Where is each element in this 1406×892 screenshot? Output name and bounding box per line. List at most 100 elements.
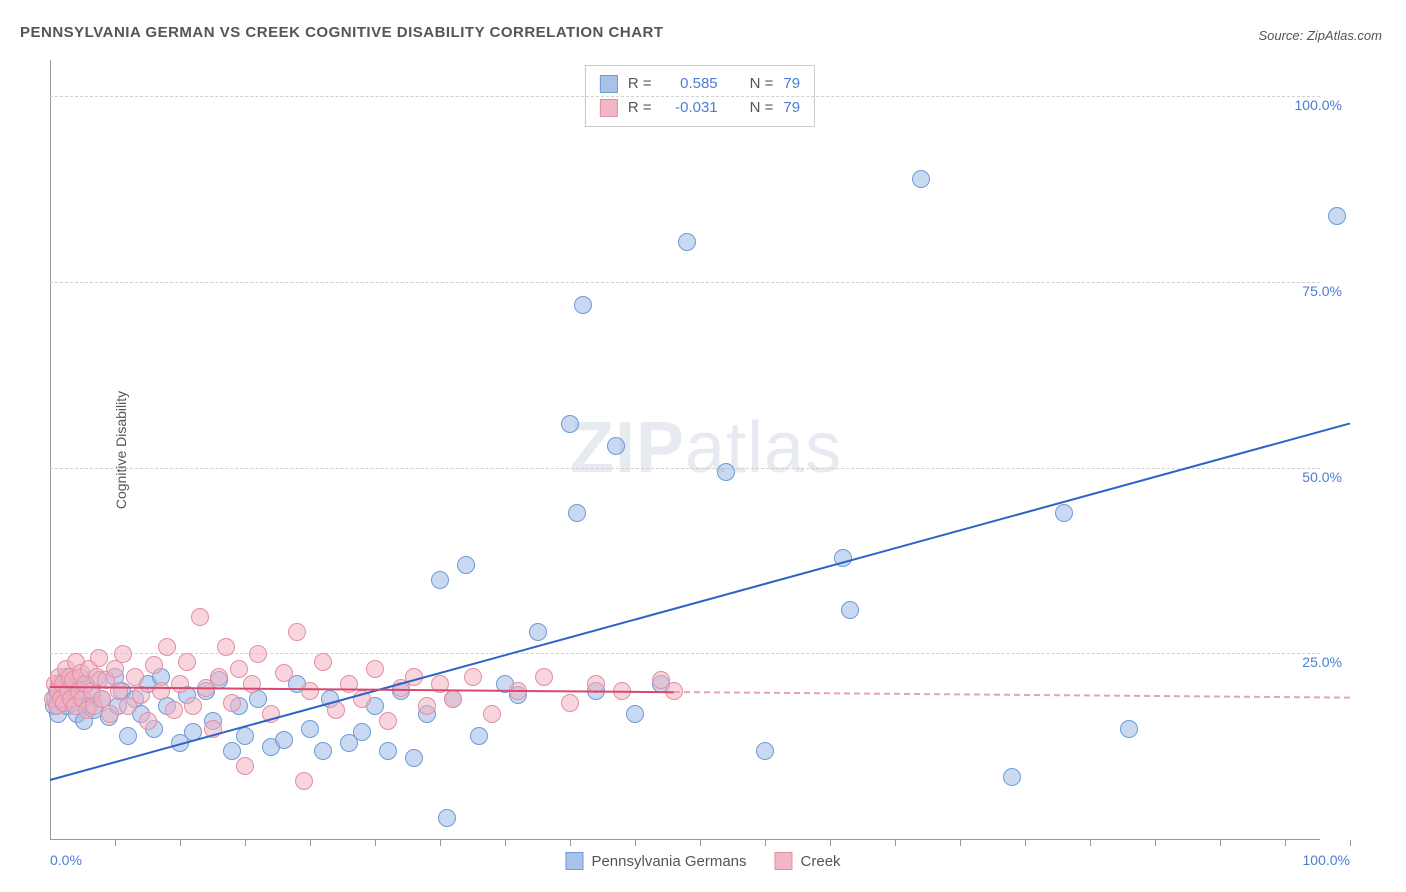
data-point <box>126 668 144 686</box>
stat-n-label: N = <box>750 72 774 96</box>
data-point <box>178 653 196 671</box>
series-swatch <box>600 75 618 93</box>
x-tick <box>960 840 961 846</box>
chart-title: PENNSYLVANIA GERMAN VS CREEK COGNITIVE D… <box>20 24 664 41</box>
gridline <box>50 468 1320 469</box>
data-point <box>249 645 267 663</box>
bottom-legend: Pennsylvania GermansCreek <box>565 852 840 870</box>
x-tick <box>180 840 181 846</box>
data-point <box>217 638 235 656</box>
data-point <box>171 675 189 693</box>
x-tick <box>1025 840 1026 846</box>
data-point <box>301 682 319 700</box>
x-axis-max-label: 100.0% <box>1303 852 1350 868</box>
data-point <box>464 668 482 686</box>
data-point <box>114 645 132 663</box>
data-point <box>275 731 293 749</box>
data-point <box>353 723 371 741</box>
data-point <box>191 608 209 626</box>
y-tick-label: 100.0% <box>1295 97 1342 113</box>
stat-r-value: 0.585 <box>662 72 718 96</box>
data-point <box>912 170 930 188</box>
data-point <box>457 556 475 574</box>
stat-n-label: N = <box>750 96 774 120</box>
x-tick <box>1155 840 1156 846</box>
data-point <box>223 694 241 712</box>
x-axis-min-label: 0.0% <box>50 852 82 868</box>
data-point <box>295 772 313 790</box>
x-axis-line <box>50 839 1320 840</box>
data-point <box>230 660 248 678</box>
data-point <box>158 638 176 656</box>
stat-r-label: R = <box>628 72 652 96</box>
data-point <box>1328 207 1346 225</box>
data-point <box>756 742 774 760</box>
data-point <box>678 233 696 251</box>
data-point <box>418 697 436 715</box>
data-point <box>561 415 579 433</box>
data-point <box>841 601 859 619</box>
data-point <box>236 757 254 775</box>
data-point <box>379 742 397 760</box>
data-point <box>139 712 157 730</box>
x-tick <box>1350 840 1351 846</box>
legend-swatch <box>775 852 793 870</box>
x-tick <box>700 840 701 846</box>
data-point <box>314 653 332 671</box>
data-point <box>535 668 553 686</box>
data-point <box>184 697 202 715</box>
series-swatch <box>600 99 618 117</box>
source-attribution: Source: ZipAtlas.com <box>1258 28 1382 43</box>
x-tick <box>245 840 246 846</box>
data-point <box>717 463 735 481</box>
data-point <box>210 668 228 686</box>
data-point <box>438 809 456 827</box>
y-tick-label: 25.0% <box>1302 654 1342 670</box>
plot-area: ZIPatlas R = 0.585 N = 79R = -0.031 N = 79 25.… <box>50 60 1350 840</box>
data-point <box>1120 720 1138 738</box>
stats-row: R = 0.585 N = 79 <box>600 72 800 96</box>
data-point <box>243 675 261 693</box>
data-point <box>119 727 137 745</box>
data-point <box>152 682 170 700</box>
legend-swatch <box>565 852 583 870</box>
x-tick <box>115 840 116 846</box>
data-point <box>1003 768 1021 786</box>
gridline <box>50 96 1320 97</box>
x-tick <box>505 840 506 846</box>
trend-line <box>674 691 1350 699</box>
data-point <box>561 694 579 712</box>
stat-n-value: 79 <box>783 72 800 96</box>
data-point <box>444 690 462 708</box>
data-point <box>379 712 397 730</box>
x-tick <box>830 840 831 846</box>
data-point <box>165 701 183 719</box>
data-point <box>529 623 547 641</box>
data-point <box>470 727 488 745</box>
stat-r-value: -0.031 <box>662 96 718 120</box>
chart-container: Cognitive Disability ZIPatlas R =0.585N … <box>50 60 1380 840</box>
x-tick <box>1090 840 1091 846</box>
data-point <box>223 742 241 760</box>
source-prefix: Source: <box>1258 28 1306 43</box>
watermark-bold: ZIP <box>570 408 685 488</box>
data-point <box>607 437 625 455</box>
data-point <box>101 705 119 723</box>
x-tick <box>570 840 571 846</box>
data-point <box>236 727 254 745</box>
y-axis-line <box>50 60 51 840</box>
data-point <box>366 660 384 678</box>
gridline <box>50 282 1320 283</box>
x-tick <box>440 840 441 846</box>
watermark-light: atlas <box>685 408 842 488</box>
source-link[interactable]: ZipAtlas.com <box>1307 28 1382 43</box>
x-tick <box>1220 840 1221 846</box>
data-point <box>301 720 319 738</box>
x-tick <box>1285 840 1286 846</box>
x-tick <box>765 840 766 846</box>
data-point <box>145 656 163 674</box>
data-point <box>132 686 150 704</box>
legend-item: Creek <box>775 852 841 870</box>
legend-label: Creek <box>801 853 841 870</box>
stat-n-value: 79 <box>783 96 800 120</box>
